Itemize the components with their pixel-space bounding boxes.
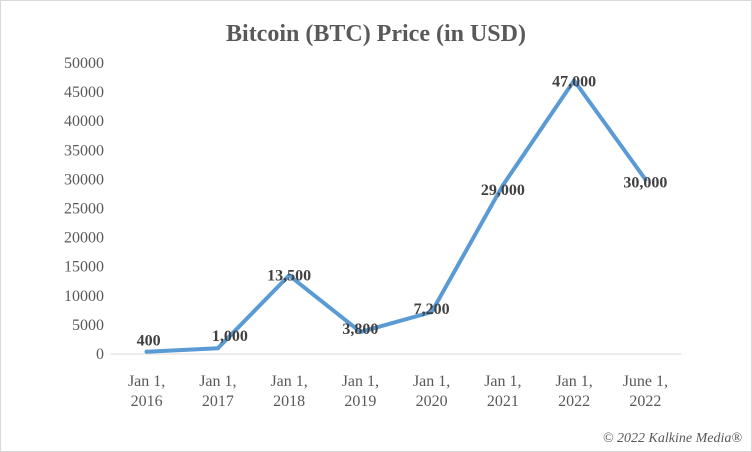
data-label: 30,000 — [623, 174, 667, 191]
data-point — [500, 183, 505, 188]
chart-title: Bitcoin (BTC) Price (in USD) — [226, 21, 526, 47]
x-axis: Jan 1, 2016 Jan 1, 2017 Jan 1, 2018 Jan 1, 2019… — [111, 353, 681, 410]
x-tick-label: Jan 1, — [555, 373, 592, 390]
x-tick-label: June 1, — [623, 373, 668, 390]
y-tick-label: 40000 — [64, 113, 104, 130]
data-label: 13,500 — [267, 267, 311, 284]
x-tick-label: Jan 1, — [413, 373, 450, 390]
data-point — [215, 346, 220, 351]
data-label: 400 — [137, 333, 161, 350]
y-tick-label: 15000 — [64, 259, 104, 276]
y-tick-label: 30000 — [64, 171, 104, 188]
data-point — [429, 310, 434, 315]
x-tick-label: 2018 — [273, 393, 305, 410]
data-label: 7,200 — [414, 301, 450, 318]
y-tick-label: 45000 — [64, 84, 104, 101]
data-point — [287, 273, 292, 278]
data-label: 29,000 — [481, 182, 525, 199]
data-point — [572, 78, 577, 83]
data-point — [358, 329, 363, 334]
y-tick-label: 10000 — [64, 288, 104, 305]
y-tick-label: 25000 — [64, 201, 104, 218]
x-tick-label: 2016 — [131, 393, 163, 410]
data-label: 47,000 — [552, 73, 596, 90]
x-tick-label: 2021 — [487, 393, 519, 410]
x-tick-label: Jan 1, — [484, 373, 521, 390]
y-tick-label: 50000 — [64, 55, 104, 72]
x-tick-label: Jan 1, — [342, 373, 379, 390]
x-tick-label: 2017 — [202, 393, 234, 410]
data-label: 3,800 — [342, 321, 378, 338]
y-tick-label: 0 — [96, 346, 104, 363]
x-tick-label: 2022 — [558, 393, 590, 410]
x-tick-label: Jan 1, — [128, 373, 165, 390]
y-tick-label: 20000 — [64, 230, 104, 247]
data-point — [643, 177, 648, 182]
series-group — [144, 78, 648, 354]
copyright-text: © 2022 Kalkine Media® — [603, 431, 742, 446]
y-tick-label: 5000 — [72, 317, 104, 334]
x-tick-label: Jan 1, — [270, 373, 307, 390]
x-tick-label: 2022 — [629, 393, 661, 410]
y-tick-label: 35000 — [64, 142, 104, 159]
data-point — [144, 349, 149, 354]
series-line — [144, 78, 648, 354]
x-tick-label: 2020 — [416, 393, 448, 410]
x-tick-label: 2019 — [344, 393, 376, 410]
y-axis: 0 5000 10000 15000 20000 25000 30000 35000 40000… — [64, 55, 104, 363]
data-labels: 400 1,000 13,500 3,800 7,200 29,000 47,000 30,0… — [137, 73, 668, 349]
data-label: 1,000 — [212, 328, 248, 345]
x-tick-label: Jan 1, — [199, 373, 236, 390]
